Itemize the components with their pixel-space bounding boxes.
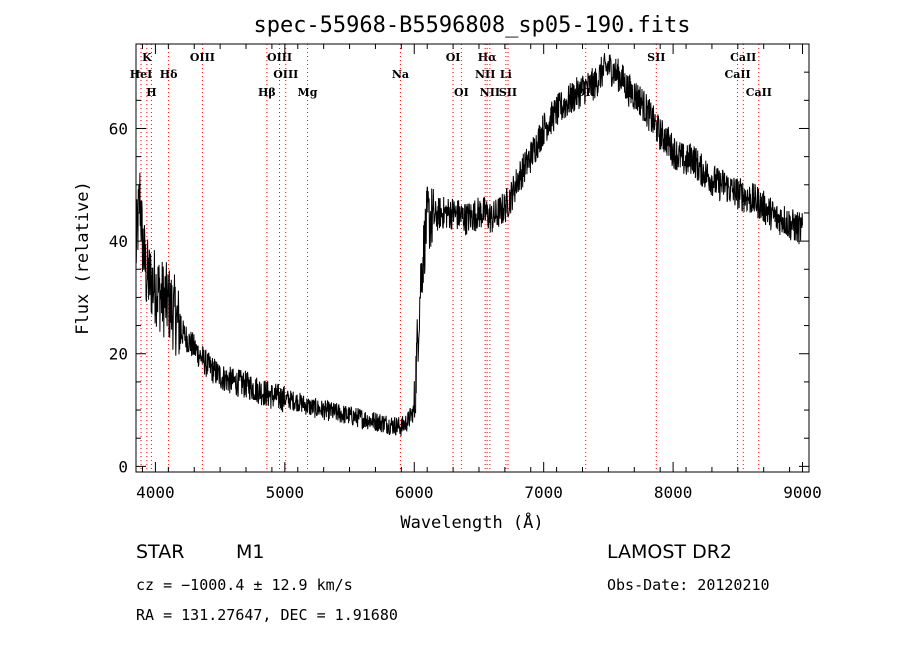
line-marker-label-7: OIII [273, 68, 298, 81]
line-marker-label-5: Hβ [258, 86, 276, 99]
chart-title: spec-55968-B5596808_sp05-190.fits [253, 13, 690, 38]
line-marker-label-2: H [146, 86, 156, 99]
x-tick-label-3: 7000 [524, 483, 563, 502]
observation-date: Obs-Date: 20120210 [607, 576, 770, 594]
y-tick-label-3: 60 [109, 119, 128, 138]
line-marker-label-19: CaII [724, 68, 750, 81]
x-tick-label-2: 6000 [395, 483, 434, 502]
x-tick-label-0: 4000 [136, 483, 175, 502]
line-marker-label-13: NII [475, 68, 495, 81]
x-tick-label-5: 9000 [783, 483, 822, 502]
line-marker-label-1: HeI [130, 68, 153, 81]
line-marker-label-0: K [142, 51, 152, 64]
axis-ticks: 4000 5000 6000 7000 8000 9000 0 20 40 60 [109, 44, 822, 502]
redshift-velocity: cz = −1000.4 ± 12.9 km/s [136, 576, 353, 594]
x-tick-label-1: 5000 [266, 483, 305, 502]
line-marker-label-20: CaII [730, 51, 756, 64]
line-marker-label-15: NII [480, 86, 500, 99]
line-marker-label-6: OIII [267, 51, 292, 64]
coordinates: RA = 131.27647, DEC = 1.91680 [136, 606, 398, 624]
x-axis-label: Wavelength (Å) [400, 511, 543, 533]
line-marker-label-21: CaII [746, 86, 772, 99]
plot-frame [135, 43, 810, 473]
line-marker-label-11: OI [454, 86, 469, 99]
x-tick-label-4: 8000 [654, 483, 693, 502]
y-tick-label-2: 40 [109, 232, 128, 251]
object-class: STAR [136, 541, 184, 563]
y-axis-label: Flux (relative) [73, 181, 93, 335]
object-subclass: M1 [236, 541, 264, 563]
y-tick-label-1: 20 [109, 345, 128, 364]
y-tick-label-0: 0 [118, 457, 128, 476]
survey-name: LAMOST DR2 [607, 541, 732, 563]
line-marker-label-9: Na [392, 68, 409, 81]
line-marker-label-16: SII [499, 86, 517, 99]
line-marker-label-3: Hδ [160, 68, 178, 81]
line-marker-label-18: SII [647, 51, 665, 64]
line-marker-label-8: Mg [298, 86, 318, 99]
line-marker-label-14: Li [500, 68, 512, 81]
line-marker-label-4: OIII [190, 51, 215, 64]
line-marker-label-10: OI [446, 51, 461, 64]
spectrum-line [135, 53, 803, 437]
line-marker-label-12: Hα [478, 51, 497, 64]
